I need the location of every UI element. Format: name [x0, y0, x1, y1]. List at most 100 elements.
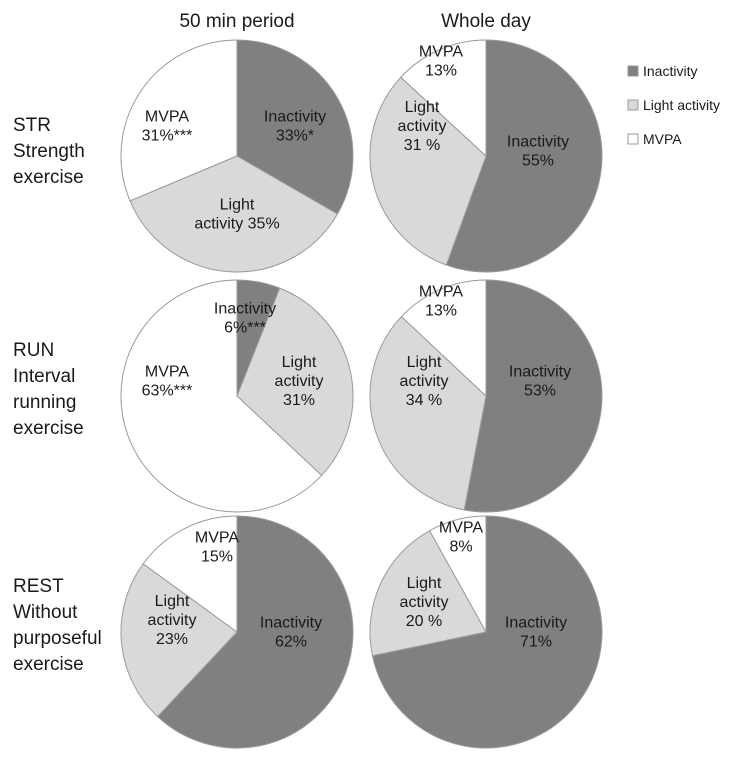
- slice-label-line: 20 %: [406, 613, 442, 630]
- slice-label-line: Light: [155, 593, 190, 610]
- slice-label-mvpa: MVPA 13%: [419, 44, 463, 80]
- slice-label-light-activity: Light activity 20 %: [400, 575, 449, 630]
- pie-rest-50min: Inactivity 62% Light activity 23% MVPA 15%: [120, 515, 354, 749]
- slice-label-line: Inactivity: [509, 364, 571, 381]
- row-label-line: purposeful: [13, 628, 102, 649]
- legend-label: Light activity: [643, 97, 720, 113]
- slice-label-light-activity: Light activity 23%: [148, 593, 197, 648]
- legend: Inactivity Light activity MVPA: [627, 63, 720, 147]
- slice-label-line: 31%***: [142, 128, 193, 145]
- slice-label-line: activity: [275, 373, 324, 390]
- slice-label-line: 31 %: [404, 137, 440, 154]
- legend-swatch: [627, 133, 639, 145]
- pie-slice-inactivity: [445, 39, 603, 273]
- row-label-line: exercise: [13, 167, 84, 188]
- slice-label-light-activity: Light activity 34 %: [400, 354, 449, 409]
- row-label-line: exercise: [13, 654, 84, 675]
- slice-label-inactivity: Inactivity 6%***: [214, 301, 276, 337]
- slice-label-line: Inactivity: [505, 615, 567, 632]
- row-label-line: Strength: [13, 141, 85, 162]
- slice-label-line: 31%: [283, 392, 315, 409]
- row-label-str: STR Strength exercise: [13, 115, 85, 188]
- pie-slice-mvpa: [428, 515, 487, 634]
- row-label-line: Interval: [13, 366, 75, 387]
- pie-slice-mvpa: [142, 515, 238, 633]
- row-labels: STR Strength exercise RUN Interval running exe…: [13, 115, 102, 675]
- slice-label-inactivity: Inactivity 33%*: [264, 109, 326, 145]
- slice-label-line: MVPA: [145, 364, 189, 381]
- slice-label-line: 15%: [201, 549, 233, 566]
- slice-label-line: 53%: [524, 383, 556, 400]
- pie-slice-inactivity: [156, 515, 354, 749]
- slice-label-line: MVPA: [439, 520, 483, 537]
- slice-label-line: 55%: [522, 153, 554, 170]
- pies: Inactivity 33%* Light activity 35% MVPA 31%**…: [120, 39, 603, 749]
- slice-label-mvpa: MVPA 8%: [439, 520, 483, 556]
- slice-label-line: Light: [220, 197, 255, 214]
- slice-label-line: 62%: [275, 634, 307, 651]
- slice-label-line: 13%: [425, 303, 457, 320]
- pie-slice-light-activity: [369, 529, 487, 657]
- slice-label-line: Inactivity: [507, 134, 569, 151]
- slice-label-line: activity: [400, 594, 449, 611]
- slice-label-line: Light: [405, 99, 440, 116]
- slice-label-mvpa: MVPA 63%***: [142, 364, 193, 400]
- slice-label-line: 6%***: [224, 320, 266, 337]
- slice-label-inactivity: Inactivity 53%: [509, 364, 571, 400]
- slice-label-line: 34 %: [406, 392, 442, 409]
- pie-slice-mvpa: [400, 39, 487, 158]
- legend-item-light-activity: Light activity: [627, 97, 720, 113]
- slice-label-line: 8%: [449, 539, 472, 556]
- slice-label-mvpa: MVPA 31%***: [142, 109, 193, 145]
- slice-label-line: Light: [282, 354, 317, 371]
- row-label-line: STR: [13, 115, 51, 136]
- pie-str-whole-day: Inactivity 55% Light activity 31 % MVPA 13%: [369, 39, 603, 273]
- row-label-line: REST: [13, 576, 64, 597]
- slice-label-line: Light: [407, 354, 442, 371]
- slice-label-inactivity: Inactivity 71%: [505, 615, 567, 651]
- pie-slice-inactivity: [236, 39, 354, 215]
- slice-label-line: MVPA: [419, 284, 463, 301]
- slice-label-line: activity 35%: [194, 216, 279, 233]
- pie-slice-mvpa: [120, 279, 323, 513]
- slice-label-inactivity: Inactivity 55%: [507, 134, 569, 170]
- row-label-line: exercise: [13, 418, 84, 439]
- pie-slice-light-activity: [120, 563, 238, 718]
- slice-label-line: 71%: [520, 634, 552, 651]
- pie-run-50min: Inactivity 6%*** Light activity 31% MVPA 63%**…: [120, 279, 354, 513]
- legend-item-mvpa: MVPA: [627, 131, 682, 147]
- pie-slice-light-activity: [369, 315, 487, 511]
- column-title-50-min: 50 min period: [179, 11, 294, 32]
- slice-label-light-activity: Light activity 35%: [194, 197, 279, 233]
- pie-str-50min: Inactivity 33%* Light activity 35% MVPA 31%**…: [120, 39, 354, 273]
- slice-label-line: MVPA: [195, 530, 239, 547]
- slice-label-line: 33%*: [276, 128, 314, 145]
- pie-slice-light-activity: [129, 155, 339, 273]
- slice-label-line: Inactivity: [260, 615, 322, 632]
- slice-label-light-activity: Light activity 31%: [275, 354, 324, 409]
- pie-rest-whole-day: Inactivity 71% Light activity 20 % MVPA 8%: [369, 515, 603, 749]
- slice-label-line: 63%***: [142, 383, 193, 400]
- row-label-rest: REST Without purposeful exercise: [13, 576, 102, 675]
- row-label-line: RUN: [13, 340, 54, 361]
- pie-slice-light-activity: [236, 287, 354, 477]
- slice-label-line: activity: [400, 373, 449, 390]
- slice-label-inactivity: Inactivity 62%: [260, 615, 322, 651]
- slice-label-light-activity: Light activity 31 %: [398, 99, 447, 154]
- slice-label-mvpa: MVPA 13%: [419, 284, 463, 320]
- pie-slice-mvpa: [400, 279, 487, 398]
- pie-run-whole-day: Inactivity 53% Light activity 34 % MVPA 13%: [369, 279, 603, 513]
- slice-label-mvpa: MVPA 15%: [195, 530, 239, 566]
- slice-label-line: 13%: [425, 63, 457, 80]
- column-titles: 50 min period Whole day: [179, 11, 531, 32]
- legend-label: Inactivity: [643, 63, 697, 79]
- legend-swatch: [627, 65, 639, 77]
- slice-label-line: activity: [398, 118, 447, 135]
- pie-slice-mvpa: [120, 39, 238, 202]
- pie-slice-light-activity: [369, 76, 487, 266]
- slice-label-line: Inactivity: [264, 109, 326, 126]
- slice-label-line: Light: [407, 575, 442, 592]
- row-label-line: running: [13, 392, 76, 413]
- pie-slice-inactivity: [371, 515, 603, 749]
